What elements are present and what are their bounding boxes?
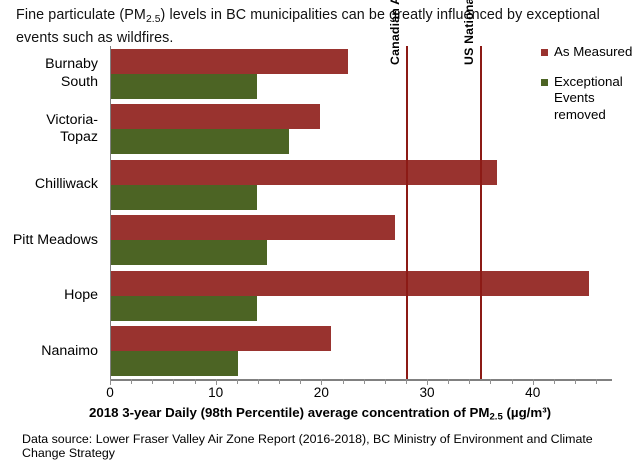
x-axis-minor-tick (300, 379, 302, 384)
threshold-line-canadian-standard (405, 46, 409, 380)
bar-as-measured[interactable] (111, 48, 348, 74)
x-axis-title-post: (µg/m³) (502, 405, 552, 420)
chart-title: Fine particulate (PM2.5) levels in BC mu… (16, 6, 624, 48)
bar-as-measured[interactable] (111, 215, 396, 241)
y-axis-label-line: Chilliwack (34, 176, 98, 192)
bar-group (111, 324, 612, 380)
plot-area (110, 46, 612, 379)
legend-item-measured[interactable]: As Measured (541, 44, 637, 61)
x-axis-minor-tick (173, 379, 175, 384)
chart-title-line1-pre: Fine particulate (PM (16, 7, 146, 23)
x-axis-minor-tick (279, 379, 281, 384)
y-axis-label: Nanaimo (0, 343, 98, 361)
y-axis-label: Burnaby South (0, 56, 98, 91)
bar-group (111, 46, 612, 102)
y-axis-label: Pitt Meadows (0, 232, 98, 250)
y-axis-label: Victoria- Topaz (0, 112, 98, 147)
legend-swatch-icon (541, 78, 548, 86)
y-axis-label: Hope (0, 287, 98, 305)
x-axis-tick-label: 40 (525, 385, 541, 400)
x-axis-minor-tick (511, 379, 513, 384)
x-axis-tick-label: 30 (419, 385, 435, 400)
y-axis-label-line: Hope (64, 287, 98, 303)
y-axis-category-labels: Burnaby South Victoria- Topaz Chilliwack Pitt… (0, 46, 104, 379)
bar-exceptional-removed[interactable] (111, 129, 289, 155)
x-axis-major-tick (321, 379, 323, 385)
x-axis-tick-label: 10 (208, 385, 224, 400)
x-axis-major-tick (532, 379, 534, 385)
x-axis-minor-tick (553, 379, 555, 384)
chart-title-subscript: 2.5 (145, 13, 161, 25)
bar-exceptional-removed[interactable] (111, 295, 257, 321)
threshold-label-us-standard: US National Ambient Air Quality Standard (462, 0, 476, 65)
x-axis-title-subscript: 2.5 (489, 411, 503, 423)
bar-group (111, 213, 612, 269)
x-axis-tick-label: 0 (106, 385, 114, 400)
bar-as-measured[interactable] (111, 326, 331, 352)
x-axis-minor-tick (257, 379, 259, 384)
x-axis-minor-tick (152, 379, 154, 384)
y-axis-label-line: South (60, 73, 98, 90)
x-axis-minor-tick (596, 379, 598, 384)
threshold-line-us-standard (479, 46, 483, 380)
x-axis-tick-label: 20 (313, 385, 329, 400)
x-axis-minor-tick (342, 379, 344, 384)
x-axis-minor-tick (384, 379, 386, 384)
legend-item-removed[interactable]: Exceptional Events removed (541, 74, 637, 124)
x-axis-line (110, 379, 612, 381)
x-axis-minor-tick (131, 379, 133, 384)
bar-exceptional-removed[interactable] (111, 73, 257, 99)
bar-group (111, 102, 612, 158)
x-axis-minor-tick (490, 379, 492, 384)
x-axis-minor-tick (194, 379, 196, 384)
x-axis-minor-tick (448, 379, 450, 384)
bar-group (111, 157, 612, 213)
bar-exceptional-removed[interactable] (111, 351, 238, 377)
legend-label: As Measured (554, 44, 633, 59)
bar-as-measured[interactable] (111, 159, 497, 185)
bar-as-measured[interactable] (111, 104, 321, 130)
chart-legend: As Measured Exceptional Events removed (541, 44, 637, 136)
x-axis-minor-tick (363, 379, 365, 384)
bar-exceptional-removed[interactable] (111, 240, 268, 266)
y-axis-label: Chilliwack (0, 176, 98, 194)
x-axis-major-tick (215, 379, 217, 385)
x-axis-minor-tick (236, 379, 238, 384)
x-axis-minor-tick (405, 379, 407, 384)
x-axis-title-pre: 2018 3-year Daily (98th Percentile) aver… (88, 405, 490, 420)
x-axis-minor-tick (575, 379, 576, 384)
bar-exceptional-removed[interactable] (111, 184, 257, 210)
legend-label: Exceptional Events removed (554, 73, 623, 122)
chart-title-line1-post: ) levels in BC municipalities can be gre… (160, 7, 600, 23)
y-axis-label-line: Pitt Meadows (12, 231, 98, 248)
y-axis-label-line: Nanaimo (41, 342, 98, 359)
bar-group (111, 268, 612, 324)
x-axis-title: 2018 3-year Daily (98th Percentile) aver… (0, 405, 640, 423)
x-axis-minor-tick (469, 379, 471, 384)
y-axis-label-line: Burnaby (45, 56, 98, 73)
chart-title-line2: events such as wildfires. (16, 29, 174, 46)
y-axis-label-line: Topaz (60, 129, 98, 146)
threshold-label-canadian-standard: Canadian Ambient Air Quality Standard (388, 0, 402, 65)
legend-swatch-icon (541, 49, 548, 56)
x-axis-major-tick (110, 379, 111, 385)
x-axis-major-tick (427, 379, 429, 385)
bar-as-measured[interactable] (111, 270, 589, 296)
y-axis-label-line: Victoria- (46, 111, 98, 128)
